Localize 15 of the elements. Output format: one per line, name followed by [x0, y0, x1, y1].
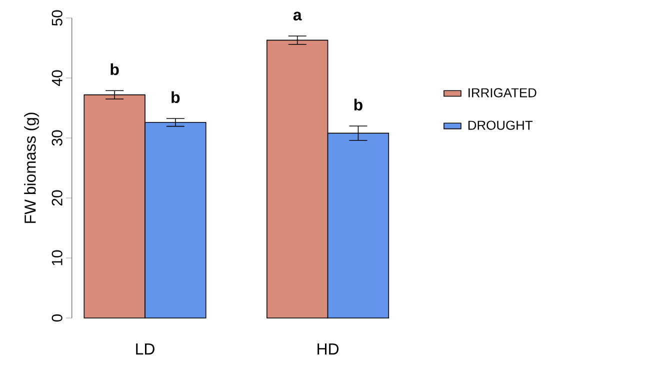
data-label: b: [354, 98, 362, 110]
y-tick-label: 0: [52, 314, 62, 322]
y-tick-label: 20: [52, 190, 62, 206]
y-tick-label: 10: [52, 250, 62, 266]
x-tick-label: HD: [318, 344, 339, 354]
data-label: b: [172, 91, 180, 103]
legend-label: IRRIGATED: [468, 88, 536, 98]
x-tick-label: LD: [136, 344, 154, 354]
data-label: b: [110, 63, 119, 76]
data-label: a: [293, 12, 302, 20]
y-tick-label: 50: [52, 10, 62, 26]
y-tick-label: 40: [52, 70, 62, 86]
y-tick-label: 30: [52, 130, 62, 146]
legend-label: DROUGHT: [468, 120, 533, 130]
y-axis-title: FW biomass (g): [24, 112, 39, 223]
